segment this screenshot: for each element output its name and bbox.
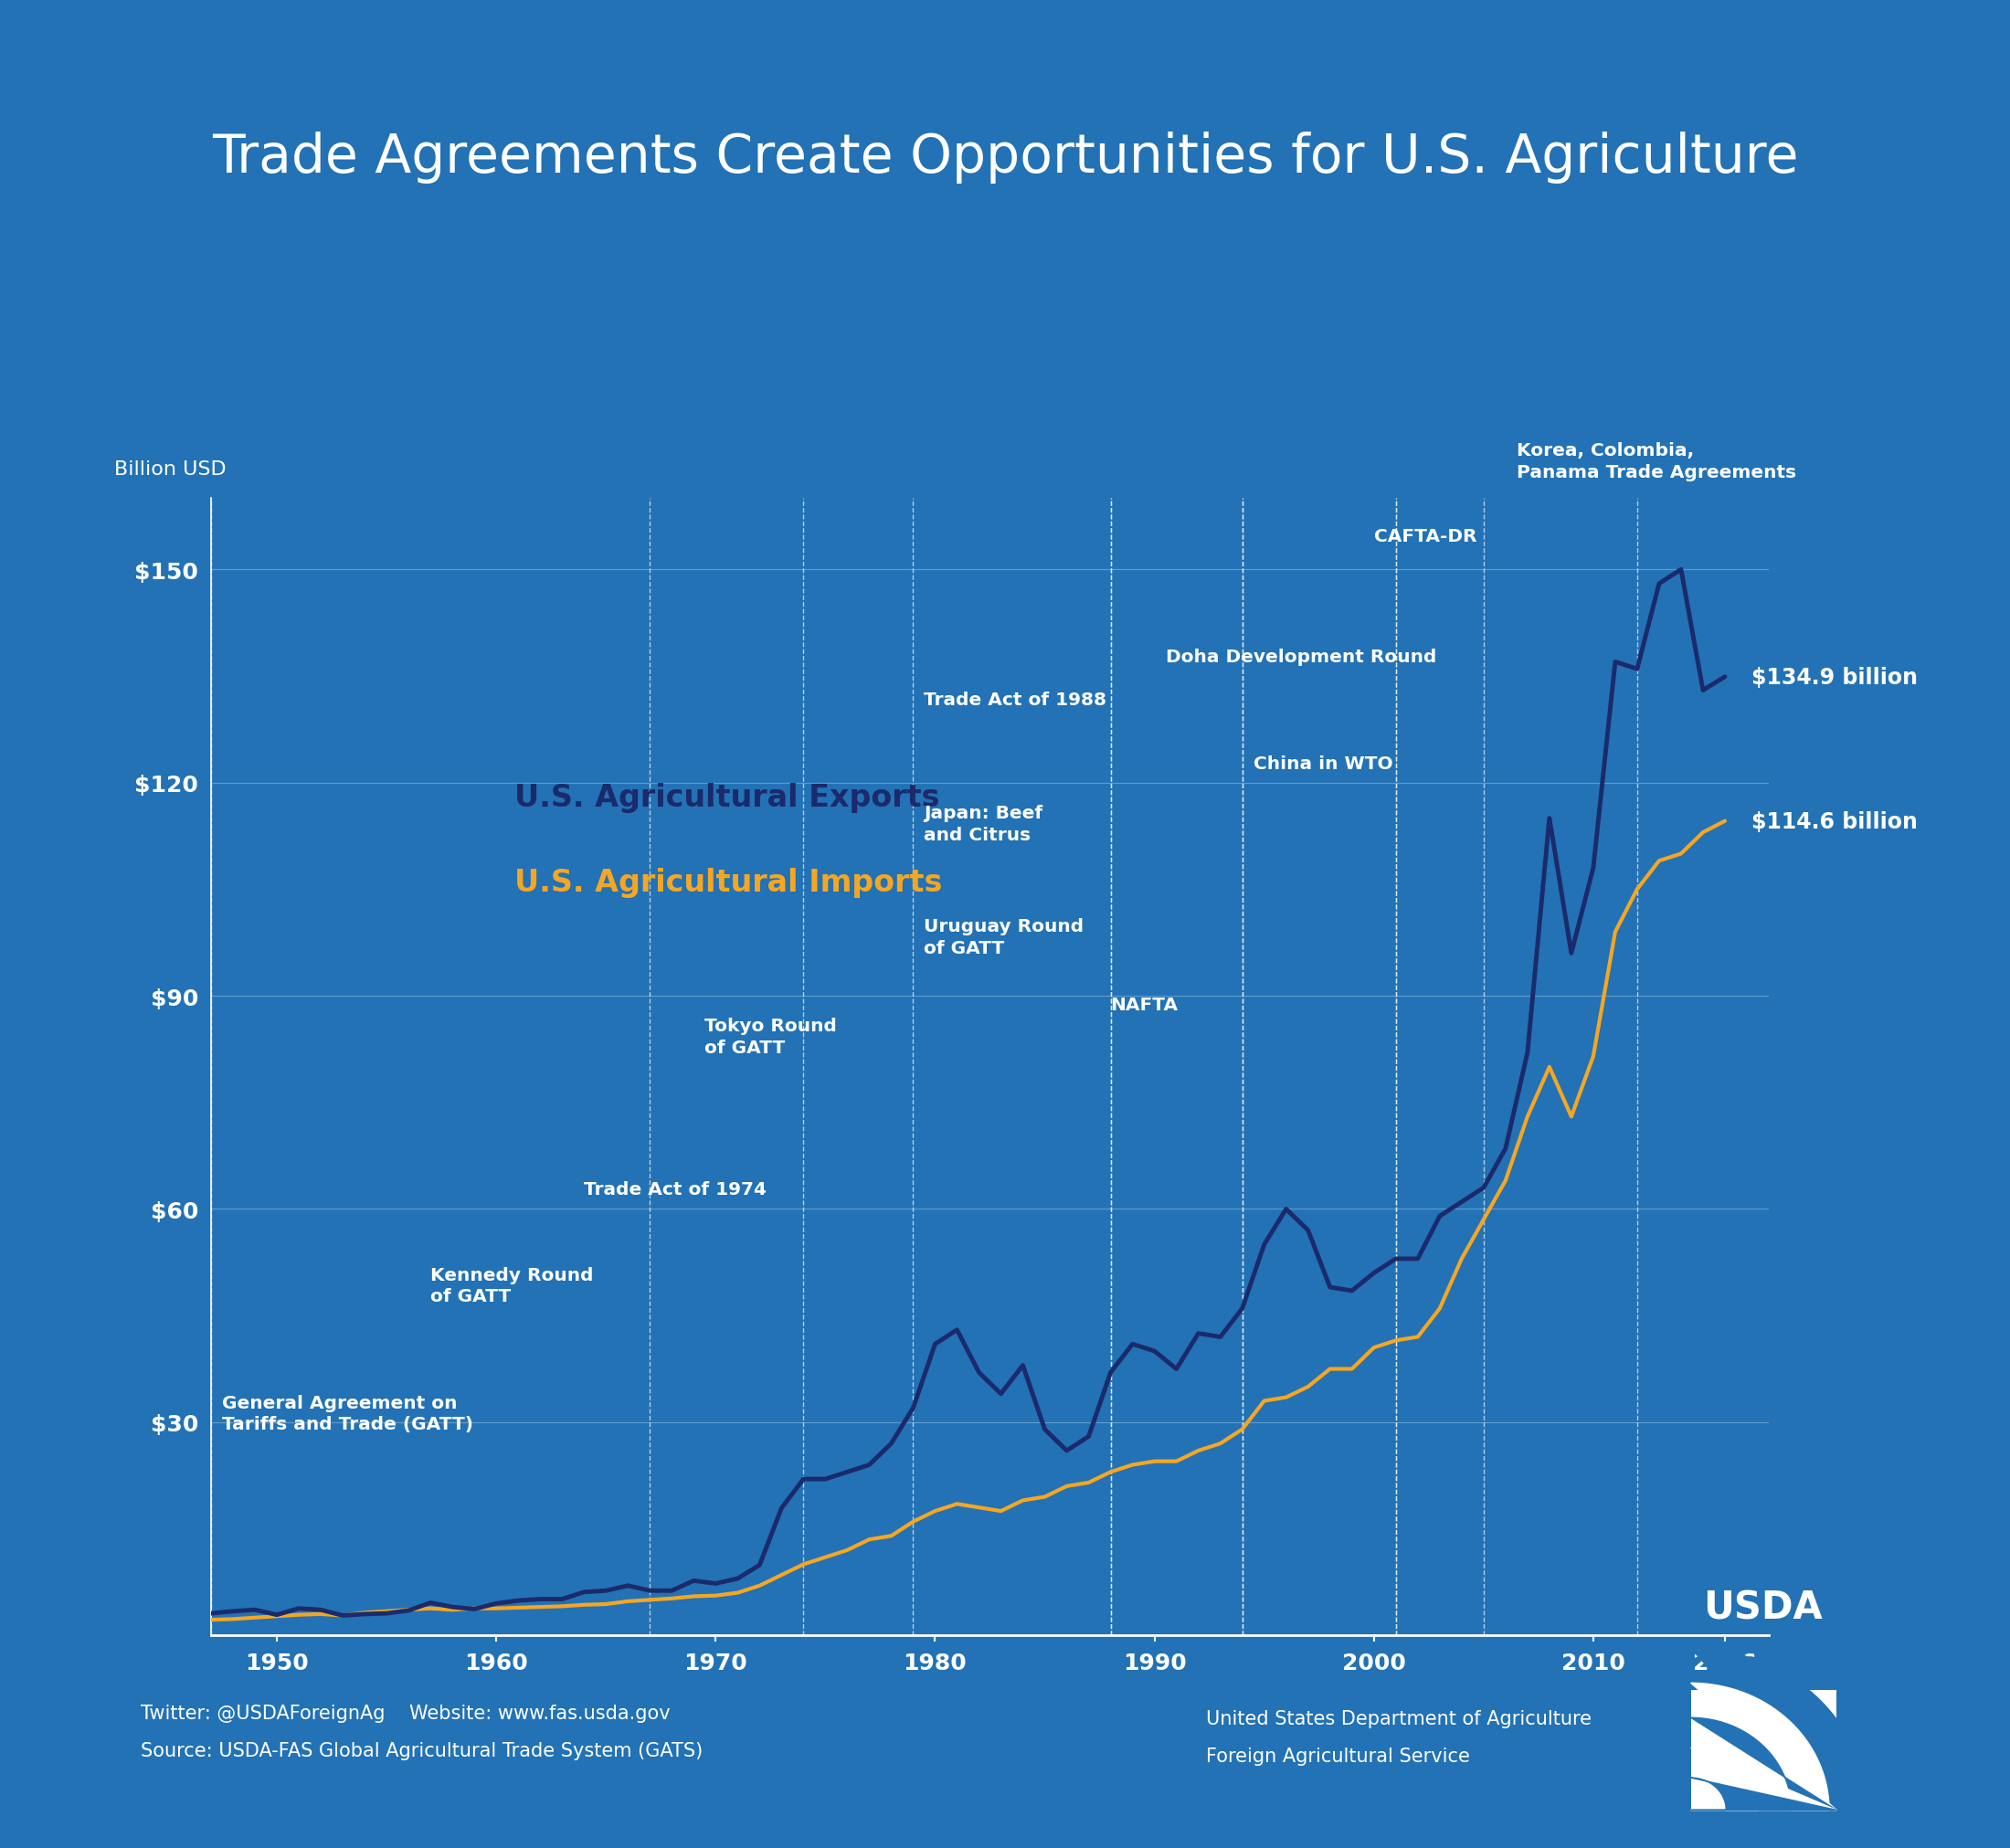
Text: Japan: Beef
and Citrus: Japan: Beef and Citrus (925, 804, 1043, 843)
Text: $134.9 billion: $134.9 billion (1751, 667, 1918, 687)
Text: United States Department of Agriculture: United States Department of Agriculture (1206, 1709, 1592, 1728)
Polygon shape (1690, 1684, 1837, 1811)
Text: Tokyo Round
of GATT: Tokyo Round of GATT (706, 1018, 836, 1057)
Text: Trade Act of 1974: Trade Act of 1974 (585, 1181, 766, 1198)
Text: U.S. Agricultural Imports: U.S. Agricultural Imports (515, 867, 943, 898)
Text: Twitter: @USDAForeignAg    Website: www.fas.usda.gov: Twitter: @USDAForeignAg Website: www.fas… (141, 1704, 669, 1722)
Text: General Agreement on
Tariffs and Trade (GATT): General Agreement on Tariffs and Trade (… (221, 1393, 472, 1432)
Text: USDA: USDA (1704, 1587, 1823, 1626)
Text: China in WTO: China in WTO (1252, 754, 1393, 772)
Text: Korea, Colombia,
Panama Trade Agreements: Korea, Colombia, Panama Trade Agreements (1516, 442, 1797, 480)
Text: Trade Act of 1988: Trade Act of 1988 (925, 691, 1108, 708)
Bar (1690, 1689, 1837, 1811)
Text: CAFTA-DR: CAFTA-DR (1375, 527, 1477, 545)
Polygon shape (1690, 1748, 1837, 1811)
Polygon shape (1690, 1778, 1837, 1811)
Text: Source: USDA-FAS Global Agricultural Trade System (GATS): Source: USDA-FAS Global Agricultural Tra… (141, 1741, 703, 1759)
Bar (1690, 1689, 1837, 1811)
Polygon shape (1690, 1648, 1867, 1811)
Text: NAFTA: NAFTA (1112, 996, 1178, 1013)
Text: Trade Agreements Create Opportunities for U.S. Agriculture: Trade Agreements Create Opportunities fo… (211, 131, 1799, 183)
Text: Doha Development Round: Doha Development Round (1166, 649, 1437, 665)
Polygon shape (1690, 1719, 1837, 1811)
Text: $114.6 billion: $114.6 billion (1751, 811, 1918, 832)
Text: Uruguay Round
of GATT: Uruguay Round of GATT (925, 918, 1083, 957)
Text: Foreign Agricultural Service: Foreign Agricultural Service (1206, 1746, 1469, 1765)
Text: U.S. Agricultural Exports: U.S. Agricultural Exports (515, 782, 941, 813)
Text: Billion USD: Billion USD (115, 460, 227, 479)
Text: Kennedy Round
of GATT: Kennedy Round of GATT (430, 1266, 593, 1305)
